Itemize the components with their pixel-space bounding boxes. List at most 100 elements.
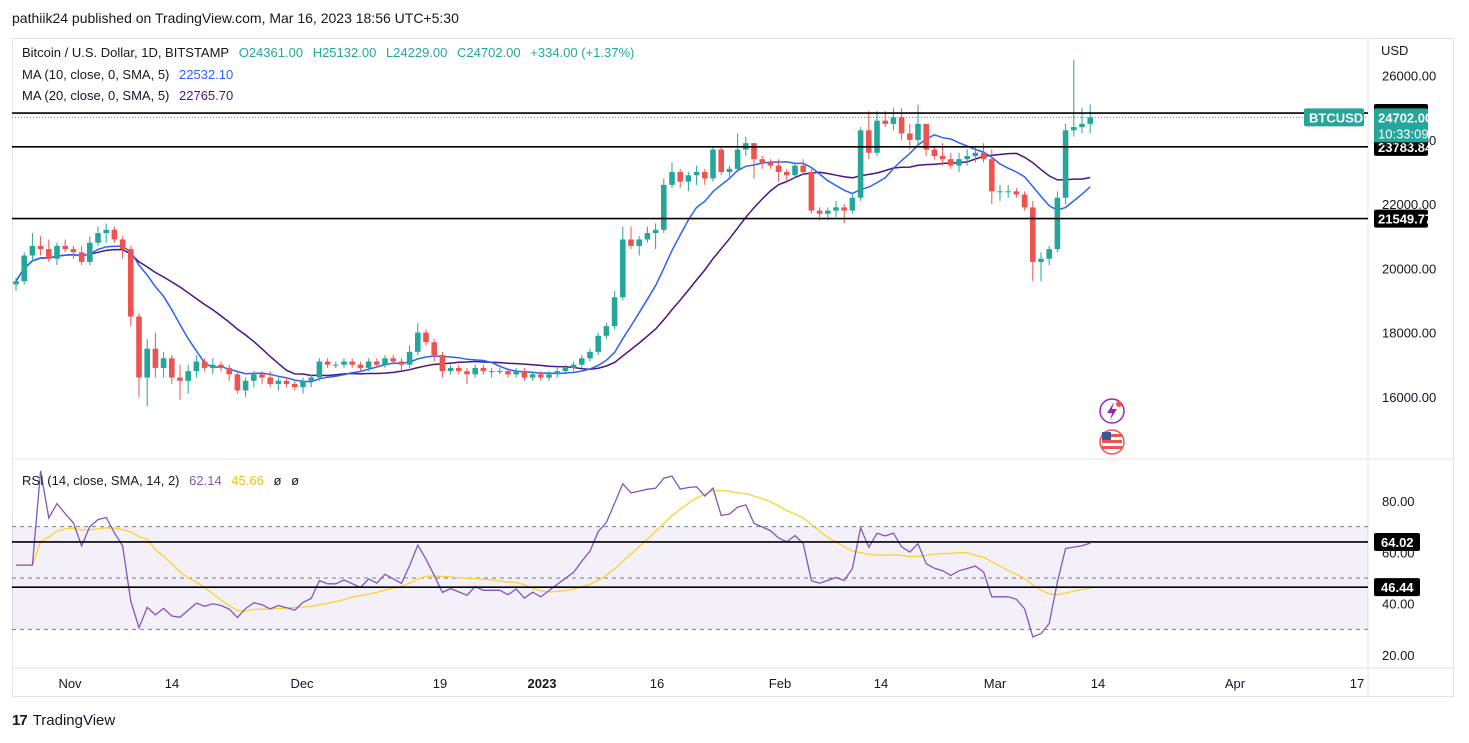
candle-body	[1030, 207, 1036, 262]
candle-body	[997, 191, 1003, 193]
last-price-label-bg	[1374, 108, 1428, 143]
symbol-label[interactable]: BTCUSD	[1304, 108, 1364, 127]
time-tick-label: 19	[433, 676, 447, 691]
candle-body	[218, 364, 224, 368]
rsi-tick-label: 20.00	[1382, 648, 1415, 663]
candle-body	[308, 377, 314, 381]
candle-body	[833, 207, 839, 211]
rsi-label: RSI (14, close, SMA, 14, 2)	[22, 473, 180, 488]
ma20-line	[15, 152, 1091, 377]
candle-body	[538, 374, 544, 378]
candle-body	[21, 255, 27, 282]
candle-body	[488, 371, 495, 373]
candle-body	[456, 367, 462, 372]
price-tick-label: 16000.00	[1382, 390, 1436, 405]
change-value: +334.00 (+1.37%)	[530, 45, 635, 60]
symbol-label-text: BTCUSD	[1309, 110, 1363, 125]
us-flag-icon[interactable]	[1099, 429, 1125, 455]
candle-body	[480, 367, 487, 372]
ma10-value: 22532.10	[179, 67, 234, 82]
rsi-value: 62.14	[189, 473, 222, 488]
candle-body	[857, 130, 864, 198]
candle-body	[275, 380, 282, 384]
price-level-label-bg	[1374, 209, 1428, 228]
candle-body	[800, 165, 806, 173]
footer: 17 TradingView	[12, 712, 115, 729]
price-tick-label: 20000.00	[1382, 261, 1436, 276]
candle-body	[866, 130, 872, 153]
candle-body	[980, 152, 987, 160]
currency-label: USD	[1381, 43, 1408, 58]
candle-body	[267, 377, 273, 384]
rsi-level-value: 46.44	[1381, 580, 1414, 595]
candle-body	[283, 380, 290, 384]
time-tick-label: Dec	[290, 676, 314, 691]
candle-body	[185, 371, 191, 381]
candle-body	[62, 245, 68, 250]
high-value: H25132.00	[312, 45, 377, 60]
candle-body	[989, 159, 995, 192]
candle-body	[119, 239, 126, 250]
candle-body	[972, 152, 979, 156]
rsi-legend: RSI (14, close, SMA, 14, 2) 62.14 45.66 …	[22, 473, 305, 488]
price-level-value: 23783.84	[1378, 140, 1433, 155]
candle-body	[718, 149, 724, 173]
candle-body	[890, 117, 897, 124]
candle-body	[611, 297, 618, 327]
rsi-ma-value: 45.66	[231, 473, 264, 488]
candle-body	[193, 361, 200, 372]
candle-body	[759, 159, 765, 163]
candle-body	[841, 207, 847, 211]
candle-body	[554, 371, 560, 375]
ma20-legend: MA (20, close, 0, SMA, 5) 22765.70	[22, 88, 239, 103]
candle-body	[931, 149, 938, 156]
candle-body	[808, 172, 815, 211]
time-tick-label: 16	[650, 676, 664, 691]
footer-brand: TradingView	[32, 712, 116, 729]
candle-body	[751, 143, 757, 160]
candle-body	[825, 210, 831, 214]
candle-body	[661, 184, 667, 230]
candle-body	[505, 371, 511, 375]
candle-body	[341, 361, 347, 365]
candle-body	[472, 367, 478, 375]
candle-body	[464, 371, 470, 375]
rsi-tick-label: 40.00	[1382, 597, 1415, 612]
candle-body	[587, 351, 593, 359]
candle-body	[144, 348, 150, 378]
candle-body	[226, 367, 232, 375]
candle-body	[406, 351, 413, 365]
last-price-value: 24702.00	[1378, 110, 1432, 125]
candle-body	[382, 358, 388, 365]
time-tick-label: 14	[874, 676, 888, 691]
time-tick-label: Mar	[984, 676, 1007, 691]
candle-body	[767, 162, 774, 166]
time-tick-label: Apr	[1225, 676, 1246, 691]
candle-body	[726, 168, 733, 173]
candle-body	[923, 123, 929, 150]
candle-body	[431, 342, 437, 356]
rsi-tick-label: 80.00	[1382, 494, 1415, 509]
time-tick-label: 2023	[528, 676, 557, 691]
candle-body	[357, 364, 364, 368]
candle-body	[210, 364, 216, 368]
candle-body	[652, 229, 659, 234]
candle-body	[46, 249, 52, 259]
candle-body	[136, 316, 142, 378]
candle-body	[13, 281, 19, 285]
time-tick-label: Nov	[58, 676, 82, 691]
candle-body	[939, 155, 946, 160]
candle-body	[1038, 258, 1044, 262]
low-value: L24229.00	[385, 45, 448, 60]
lightning-icon[interactable]	[1099, 398, 1125, 424]
candle-body	[251, 374, 257, 381]
candle-body	[234, 374, 241, 391]
candle-body	[1013, 191, 1020, 195]
candle-body	[734, 149, 741, 169]
candle-body	[1062, 130, 1069, 198]
candle-body	[54, 245, 60, 259]
candle-body	[87, 242, 93, 262]
rsi-extra-1: ø	[273, 473, 282, 488]
candle-body	[1079, 123, 1085, 128]
